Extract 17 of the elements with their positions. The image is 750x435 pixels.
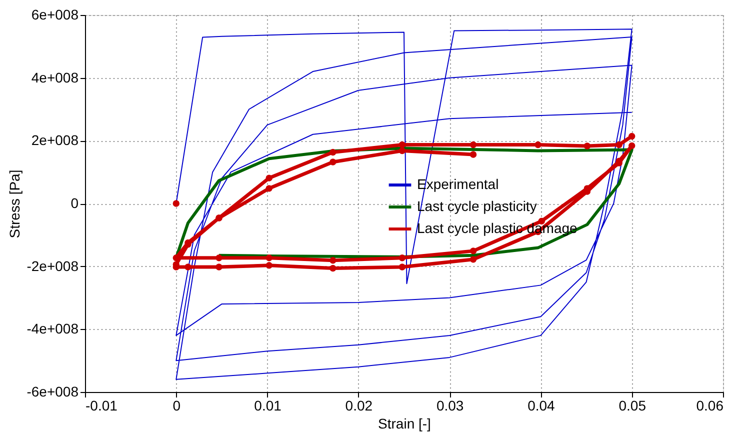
x-tick-label: 0.06 (696, 398, 724, 414)
y-tick-label: 4e+008 (31, 69, 79, 86)
x-axis-title: Strain [-] (378, 416, 431, 432)
x-tick-label: 0.05 (618, 398, 646, 414)
y-tick-label: 0 (70, 195, 79, 211)
y-tick-label: 2e+008 (31, 132, 79, 148)
x-tick-label: -0.01 (86, 398, 118, 414)
x-tick-label: 0.02 (345, 398, 373, 414)
x-tick-label: 0 (172, 398, 181, 414)
x-tick-label: 0.04 (528, 398, 556, 414)
y-tick-label: -2e+008 (26, 258, 79, 274)
y-tick-label: 6e+008 (31, 6, 79, 22)
y-tick-label: -6e+008 (26, 384, 79, 400)
x-tick-label: 0.01 (254, 398, 282, 414)
y-tick-label: -4e+008 (26, 320, 79, 337)
x-tick-label: 0.03 (436, 398, 464, 414)
y-axis-title: Stress [Pa] (6, 170, 23, 238)
